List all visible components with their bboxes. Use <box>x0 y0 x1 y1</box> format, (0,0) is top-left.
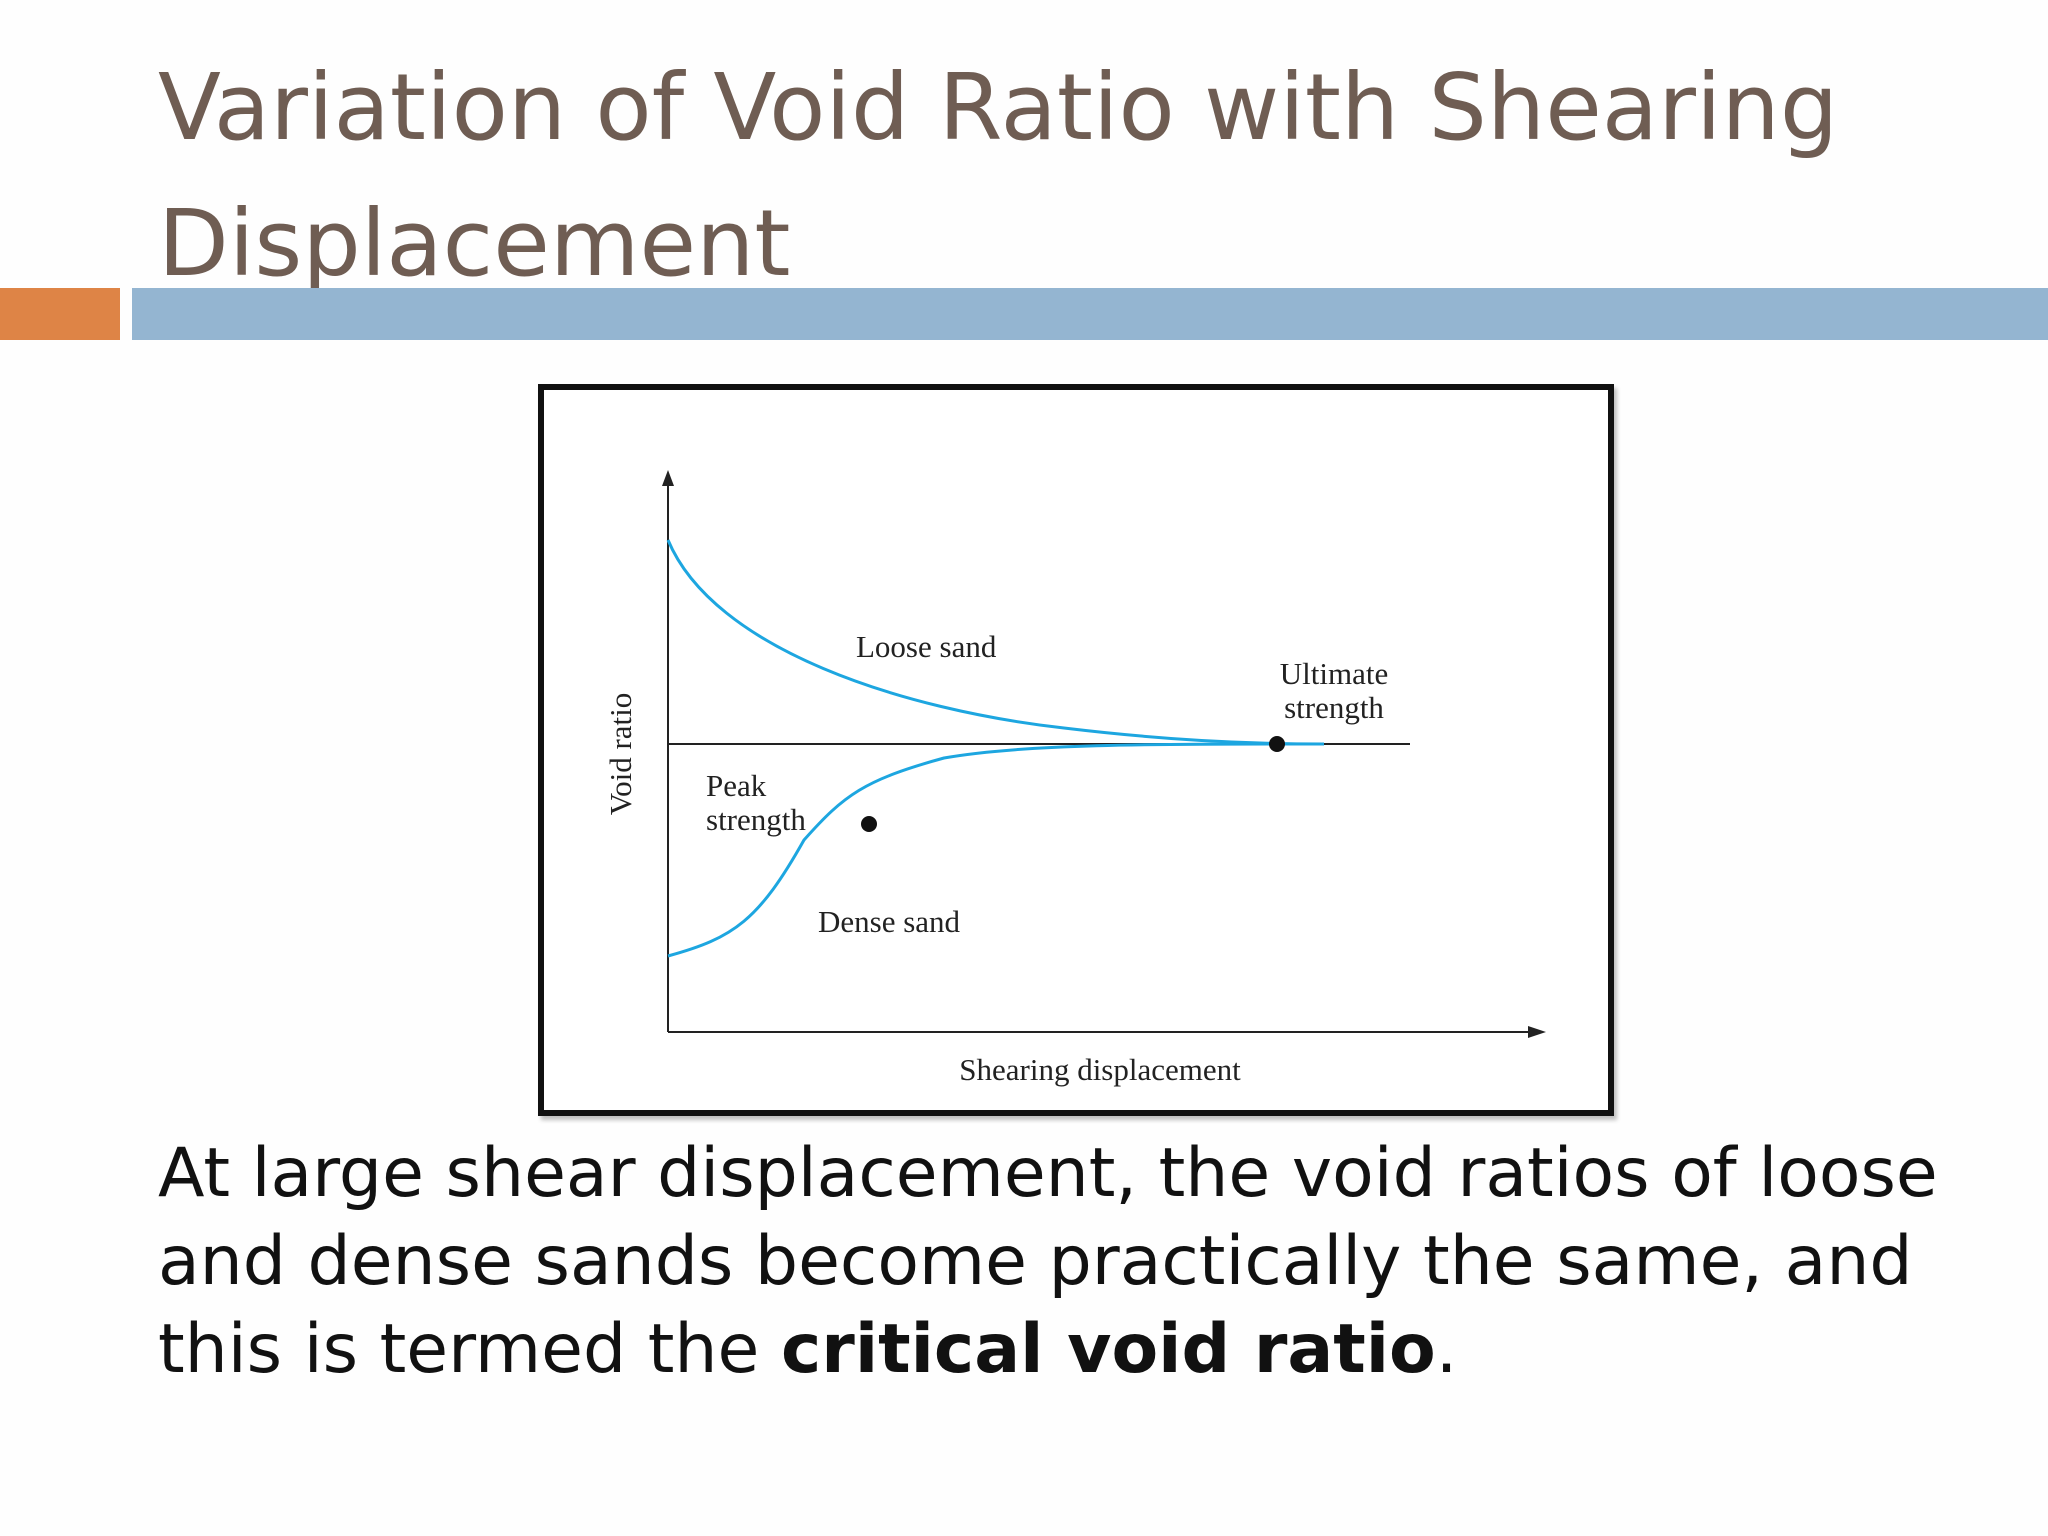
void-ratio-diagram: Void ratio Shearing displacement Loose s… <box>538 384 1614 1116</box>
x-axis-arrowhead <box>1528 1026 1546 1038</box>
y-axis-arrowhead <box>662 470 674 486</box>
dense-sand-label: Dense sand <box>818 904 961 939</box>
y-axis-label: Void ratio <box>603 693 638 816</box>
caption-lead: At large shear displacement, the void ra… <box>158 1134 1938 1389</box>
caption-bold-term: critical void ratio <box>780 1310 1436 1389</box>
accent-bar-blue <box>132 288 2048 340</box>
dense-sand-curve <box>667 742 1325 958</box>
caption-text: At large shear displacement, the void ra… <box>158 1130 1958 1394</box>
ultimate-strength-point <box>1269 736 1285 752</box>
peak-strength-point <box>861 816 877 832</box>
loose-sand-curve <box>666 539 1325 746</box>
title-line-2: Displacement <box>158 190 791 297</box>
ultimate-strength-label-line1: Ultimate <box>1280 656 1388 691</box>
ultimate-strength-label-line2: strength <box>1284 690 1384 725</box>
x-axis-label: Shearing displacement <box>959 1052 1241 1087</box>
diagram-svg: Void ratio Shearing displacement Loose s… <box>603 470 1546 1087</box>
loose-sand-label: Loose sand <box>856 629 997 664</box>
slide-title: Variation of Void Ratio with Shearing Di… <box>158 40 1958 312</box>
accent-bar-orange <box>0 288 120 340</box>
peak-strength-label-line2: strength <box>706 802 806 837</box>
title-line-1: Variation of Void Ratio with Shearing <box>158 54 1839 161</box>
peak-strength-label-line1: Peak <box>706 768 767 803</box>
caption-end: . <box>1435 1310 1458 1389</box>
